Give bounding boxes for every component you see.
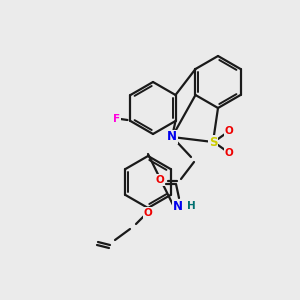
Text: N: N (167, 130, 177, 143)
Text: O: O (225, 148, 233, 158)
Text: S: S (209, 136, 217, 148)
Text: N: N (173, 200, 183, 212)
Text: H: H (187, 201, 195, 211)
Text: O: O (156, 175, 164, 185)
Text: O: O (144, 208, 152, 218)
Text: O: O (225, 126, 233, 136)
Text: F: F (113, 114, 120, 124)
